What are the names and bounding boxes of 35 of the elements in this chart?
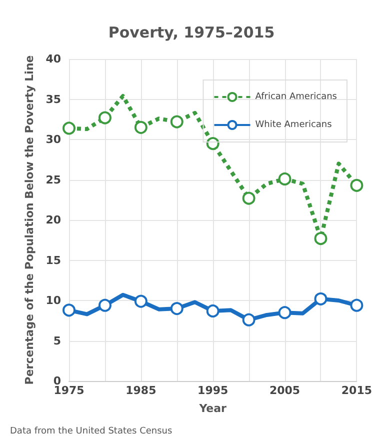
y-axis-title: Percentage of the Population Below the Poverty Line	[22, 55, 36, 385]
point	[62, 304, 76, 317]
y-tick-label: 5	[53, 334, 61, 348]
y-tick-label: 25	[46, 173, 61, 186]
point	[314, 292, 328, 306]
x-tick-label: 2005	[269, 384, 300, 397]
y-tick-label: 15	[46, 254, 61, 267]
y-tick-label: 40	[46, 52, 62, 66]
point	[62, 122, 76, 135]
point	[278, 306, 292, 320]
y-tick-label: 20	[46, 214, 62, 226]
x-tick-label: 2015	[341, 384, 372, 397]
point	[278, 172, 292, 186]
x-axis-title: Year	[198, 402, 228, 415]
point	[170, 302, 184, 316]
point	[134, 120, 148, 134]
text: Data from the United States Census	[10, 426, 173, 436]
x-tick-label: 1985	[126, 384, 156, 397]
legend-label: African Americans	[255, 92, 338, 102]
y-tick-label: 35	[46, 92, 61, 106]
chart-title: Poverty, 1975–2015	[108, 24, 275, 42]
point	[170, 115, 184, 128]
point	[314, 232, 328, 246]
point	[242, 313, 256, 326]
point	[242, 192, 256, 205]
point	[98, 298, 112, 312]
y-tick-label: 30	[46, 133, 62, 146]
point	[134, 294, 148, 308]
x-tick-label: 1995	[198, 384, 228, 397]
point	[98, 111, 112, 124]
point	[350, 178, 364, 192]
y-tick-label: 10	[46, 294, 62, 307]
point	[206, 304, 220, 318]
point	[350, 298, 364, 312]
legend-label: White Americans	[255, 120, 332, 130]
